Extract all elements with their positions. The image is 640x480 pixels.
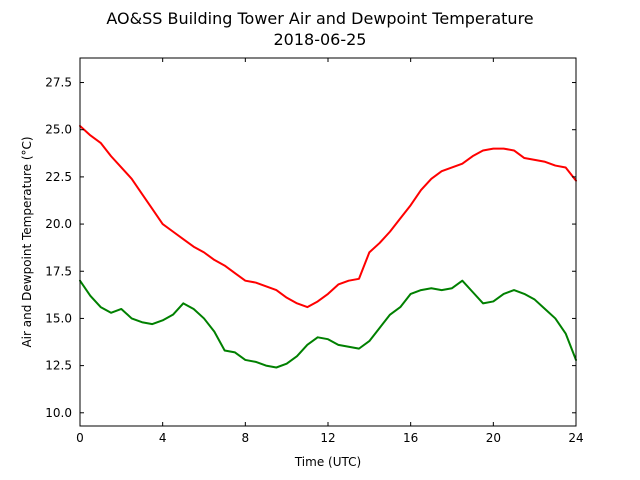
chart-title-line-2: 2018-06-25 (274, 30, 367, 49)
series-line-0 (79, 124, 577, 309)
x-tick-label: 12 (320, 431, 335, 445)
x-tick-label: 20 (486, 431, 501, 445)
x-tick-label: 0 (76, 431, 84, 445)
y-tick-label: 25.0 (45, 123, 72, 137)
x-tick-label: 4 (159, 431, 167, 445)
x-axis-label: Time (UTC) (294, 455, 361, 469)
x-tick-label: 24 (568, 431, 583, 445)
x-tick-label: 16 (403, 431, 418, 445)
y-tick-label: 20.0 (45, 217, 72, 231)
y-axis-ticks: 10.0 12.5 15.0 17.5 20.0 22.5 25.0 27.5 (45, 76, 576, 420)
x-axis-ticks: 0 4 8 12 16 20 24 (76, 58, 584, 445)
chart-title-line-1: AO&SS Building Tower Air and Dewpoint Te… (106, 9, 533, 28)
y-tick-label: 27.5 (45, 76, 72, 90)
series-line-1 (79, 279, 577, 369)
plot-frame (79, 57, 577, 427)
y-tick-label: 12.5 (45, 359, 72, 373)
x-tick-label: 8 (242, 431, 250, 445)
y-tick-label: 10.0 (45, 406, 72, 420)
y-tick-label: 22.5 (45, 170, 72, 184)
y-tick-label: 17.5 (45, 264, 72, 278)
y-axis-label: Air and Dewpoint Temperature (°C) (20, 136, 34, 347)
series-layer (79, 124, 577, 369)
y-tick-label: 15.0 (45, 311, 72, 325)
